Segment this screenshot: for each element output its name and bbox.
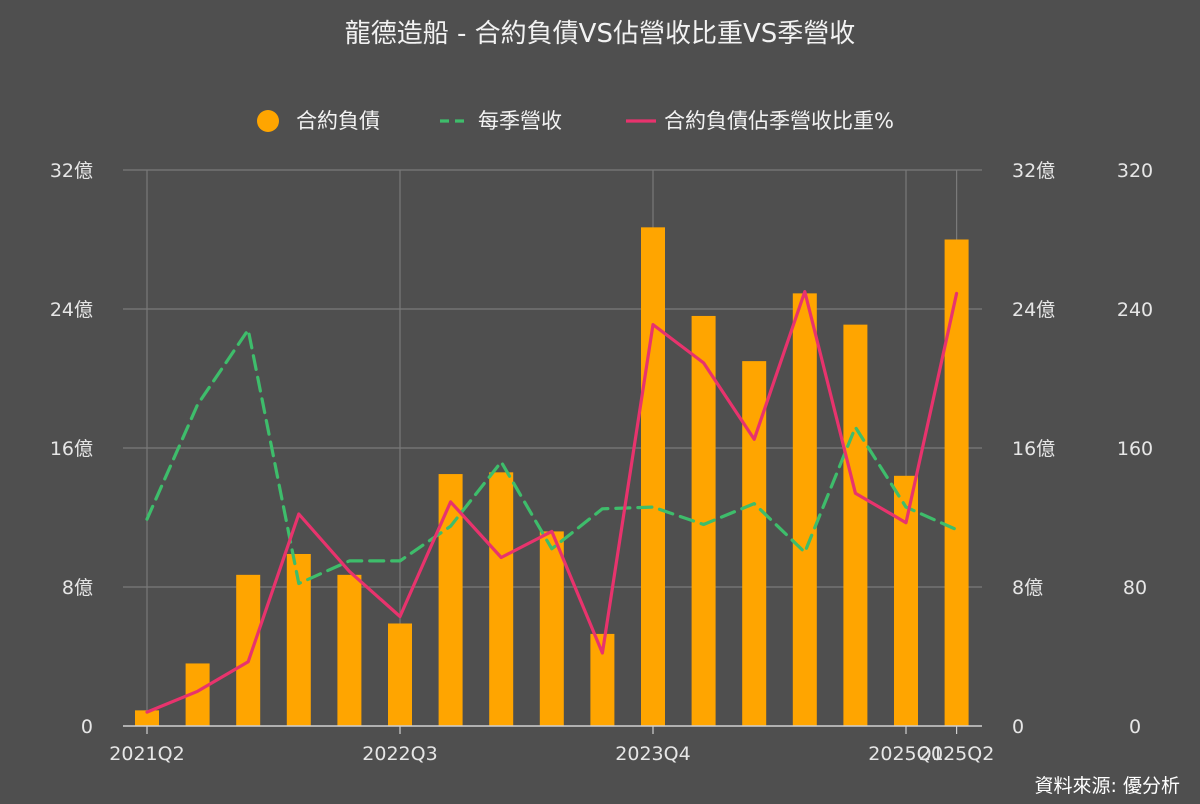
bar-contract-liability (337, 574, 362, 726)
bar-contract-liability (489, 472, 514, 726)
line-quarterly-revenue (145, 328, 959, 586)
bar-contract-liability (894, 475, 918, 726)
y-left-tick-label: 32億 (50, 160, 93, 182)
y-right2-tick-label: 0 (1129, 716, 1141, 738)
bar-contract-liability (742, 361, 767, 726)
y-right1-tick-label: 0 (1012, 716, 1024, 738)
bar-contract-liability (135, 710, 159, 726)
source-note: 資料來源: 優分析 (1035, 775, 1180, 797)
legend: 合約負債 每季營收 合約負債佔季營收比重% (257, 109, 894, 133)
legend-label: 合約負債 (296, 109, 380, 133)
x-tick-label: 2025Q1 (868, 743, 943, 765)
y-left-tick-label: 0 (81, 716, 93, 738)
x-tick-label: 2025Q2 (919, 743, 994, 765)
legend-label: 每季營收 (478, 109, 562, 133)
legend-marker-bar (257, 110, 279, 132)
bar-contract-liability (236, 574, 261, 726)
legend-label: 合約負債佔季營收比重% (664, 109, 894, 133)
y-right2-tick-label: 160 (1117, 438, 1153, 460)
y-right1-tick-label: 24億 (1012, 299, 1055, 321)
bar-contract-liability (641, 227, 665, 726)
chart-title: 龍德造船 - 合約負債VS佔營收比重VS季營收 (345, 19, 856, 49)
axes: 0 0 0 8億 8億 80 16億 16億 160 24億 24億 240 32億 32億 320 2021… (50, 160, 1153, 765)
x-tick-label: 2023Q4 (615, 743, 690, 765)
bar-contract-liability (438, 474, 463, 726)
x-tick-label: 2021Q2 (109, 743, 184, 765)
line-liability-ratio (145, 290, 959, 714)
y-right1-tick-label: 16億 (1012, 438, 1055, 460)
bar-series (135, 227, 969, 726)
y-right1-tick-label: 8億 (1012, 577, 1043, 599)
line-series (145, 290, 959, 714)
bar-contract-liability (388, 623, 412, 726)
y-right2-tick-label: 320 (1117, 160, 1153, 182)
y-right2-tick-label: 80 (1123, 577, 1147, 599)
bar-contract-liability (539, 531, 564, 726)
x-tick-label: 2022Q3 (362, 743, 437, 765)
y-right1-tick-label: 32億 (1012, 160, 1055, 182)
y-right2-tick-label: 240 (1117, 299, 1153, 321)
bar-contract-liability (944, 239, 969, 726)
y-left-tick-label: 24億 (50, 299, 93, 321)
bar-contract-liability (843, 324, 868, 726)
y-left-tick-label: 8億 (62, 577, 93, 599)
y-left-tick-label: 16億 (50, 438, 93, 460)
bar-contract-liability (792, 293, 817, 726)
